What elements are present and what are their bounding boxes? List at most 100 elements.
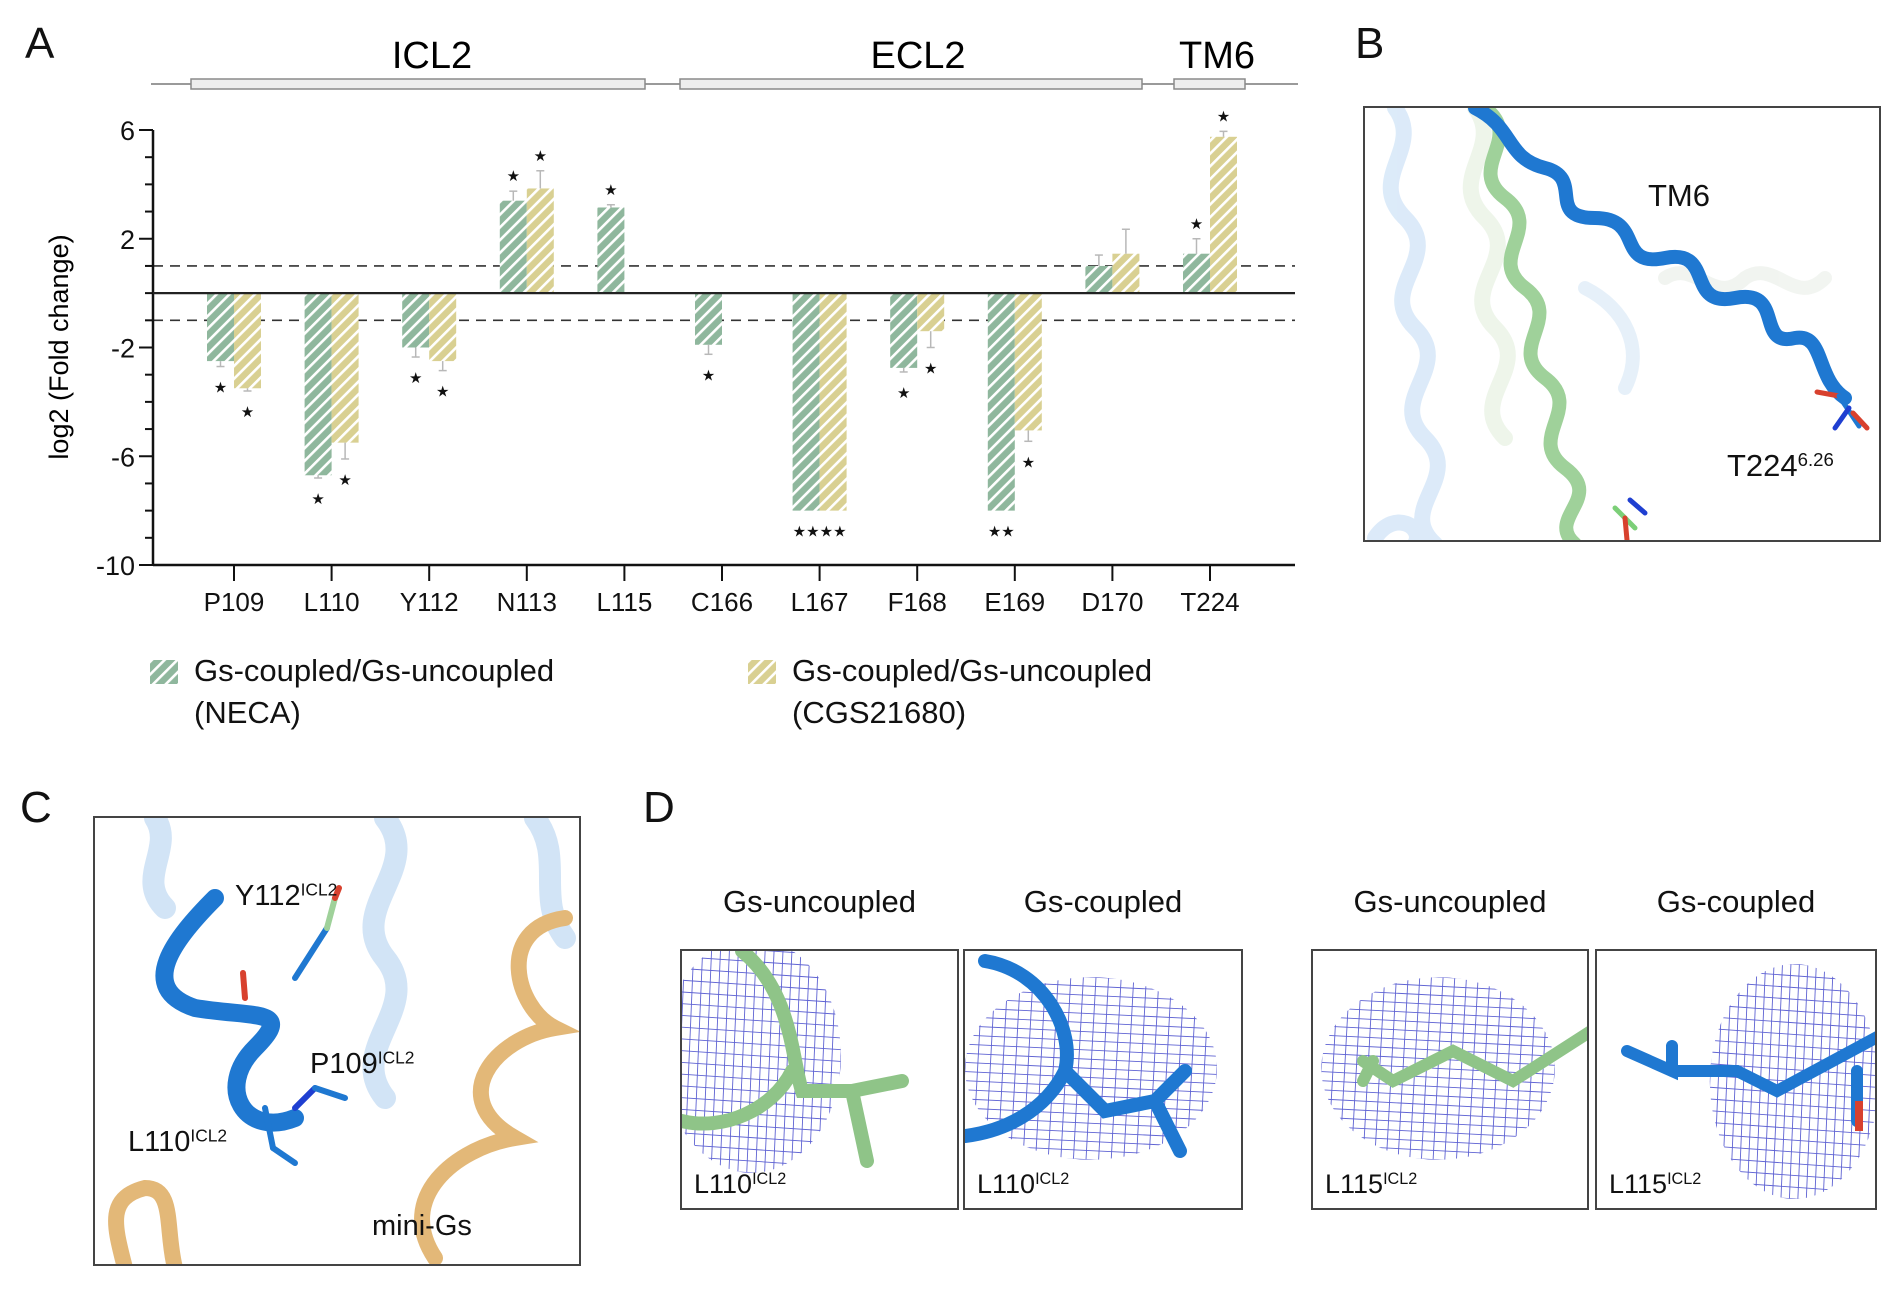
significance-marker: ★ [702,367,715,384]
legend-item-neca: Gs-coupled/Gs-uncoupled (NECA) [150,650,554,734]
label-l110: L110ICL2 [128,1126,227,1159]
label-p109: P109ICL2 [310,1048,414,1081]
region-label-icl2: ICL2 [392,35,472,77]
bar-neca-t224 [1183,253,1210,294]
residue-label: L110ICL2 [694,1169,786,1200]
region-box-icl2 [190,78,646,90]
residue-name: T224 [1727,448,1798,483]
significance-marker: ★ [1022,454,1035,471]
significance-marker: ★ [534,148,547,165]
bar-cgs-l167 [819,293,847,511]
residue-name: L110 [977,1169,1036,1199]
bar-neca-l115 [597,207,625,294]
x-tick-label: Y112 [400,587,459,617]
density-map-l115-coupled: L115ICL2 [1595,949,1877,1210]
x-tick-label: F168 [888,587,947,617]
x-tick-label: C166 [691,587,753,617]
legend-swatch-neca [150,660,178,684]
legend-line2: (CGS21680) [792,695,967,730]
bar-cgs-d170 [1112,253,1140,294]
icl2-sidechains [240,885,348,1166]
density-title-2: Gs-coupled [1023,884,1183,919]
significance-marker: ★ [241,404,254,421]
legend-line1: Gs-coupled/Gs-uncoupled [792,653,1153,688]
bar-neca-n113 [499,200,527,294]
residue-name: P109 [310,1048,378,1080]
bar-cgs-p109 [234,293,261,389]
density-map-l110-uncoupled: L110ICL2 [680,949,959,1210]
blue-icl2-ribbon [155,889,304,1132]
x-tick-label: T224 [1180,587,1239,617]
blue-helix [1468,108,1852,405]
density-mesh [1709,964,1875,1199]
significance-marker: ★ [897,385,910,402]
density-mesh [682,951,842,1173]
residue-superscript: ICL2 [190,1125,228,1146]
residue-superscript: ICL2 [752,1170,787,1189]
bar-cgs-f168 [917,293,945,332]
residue-stick [1621,1031,1875,1131]
y-tick-label: -2 [111,334,135,364]
residue-name: L110 [694,1169,753,1199]
significance-marker: ★ [311,491,324,508]
residue-name: L115 [1325,1169,1384,1199]
bar-neca-f168 [890,293,918,368]
significance-marker: ★ [214,380,227,397]
significance-marker: ★ [436,384,449,401]
bar-cgs-t224 [1210,136,1237,294]
y-tick-label: 6 [120,116,135,146]
residue-label: L115ICL2 [1325,1169,1417,1200]
bar-cgs-y112 [429,293,457,362]
x-tick-label: L110 [304,587,360,617]
residue-name: Y112 [235,880,301,912]
significance-marker: ★ [924,361,937,378]
bar-neca-c166 [695,293,722,345]
significance-marker: ★ [409,370,422,387]
bar-neca-d170 [1085,265,1113,294]
residue-superscript: ICL2 [1035,1170,1070,1189]
y-axis-label: log2 (Fold change) [44,234,74,459]
x-tick-label: P109 [204,587,265,617]
residue-superscript: 6.26 [1797,448,1834,470]
icl2-structure-image [108,818,579,1264]
bar-neca-p109 [207,293,234,362]
mini-gs-helix [108,910,579,1264]
region-box-ecl2 [679,78,1143,90]
region-topology: ICL2 ECL2 TM6 [151,35,1298,90]
residue-superscript: ICL2 [1667,1170,1702,1189]
bar-chart: ICL2 ECL2 TM6 ★★★★★★★★★★★★ ★★★★★★★★★ 62-2… [44,35,1298,617]
significance-marker: ★★ [793,524,820,541]
structure-view-tm6: TM6 T2246.26 [1363,106,1881,542]
y-tick-label: 2 [120,225,135,255]
residue-name: L115 [1609,1169,1668,1199]
panel-label-d: D [643,783,675,832]
residue-label: L110ICL2 [977,1169,1069,1200]
significance-marker: ★★ [988,524,1015,541]
residue-superscript: ICL2 [300,879,338,900]
residue-superscript: ICL2 [1383,1170,1418,1189]
region-box-tm6 [1173,78,1246,90]
legend-item-cgs: Gs-coupled/Gs-uncoupled (CGS21680) [748,650,1152,734]
residue-stick [682,951,909,1168]
x-tick-label: D170 [1081,587,1143,617]
residue-stick [965,954,1192,1158]
bar-neca-e169 [987,293,1015,511]
x-tick-label: N113 [497,587,557,617]
x-tick-label: L115 [596,587,652,617]
x-tick-label: L167 [791,587,849,617]
panel-label-b: B [1355,19,1385,68]
significance-marker: ★ [604,182,617,199]
structure-view-icl2: Y112ICL2 P109ICL2 L110ICL2 mini-Gs [93,816,581,1266]
legend-line2: (NECA) [194,695,301,730]
density-title-4: Gs-coupled [1656,884,1816,919]
residue-name: L110 [128,1126,191,1158]
significance-marker: ★ [1190,216,1203,233]
region-label-ecl2: ECL2 [870,35,965,77]
region-label-tm6: TM6 [1179,35,1255,77]
density-title-1: Gs-uncoupled [722,884,916,919]
significance-marker: ★ [338,472,351,489]
tm6-label: TM6 [1648,178,1710,213]
green-helix [1478,108,1587,540]
bar-neca-l110 [304,293,332,476]
y-tick-label: -6 [111,442,135,472]
